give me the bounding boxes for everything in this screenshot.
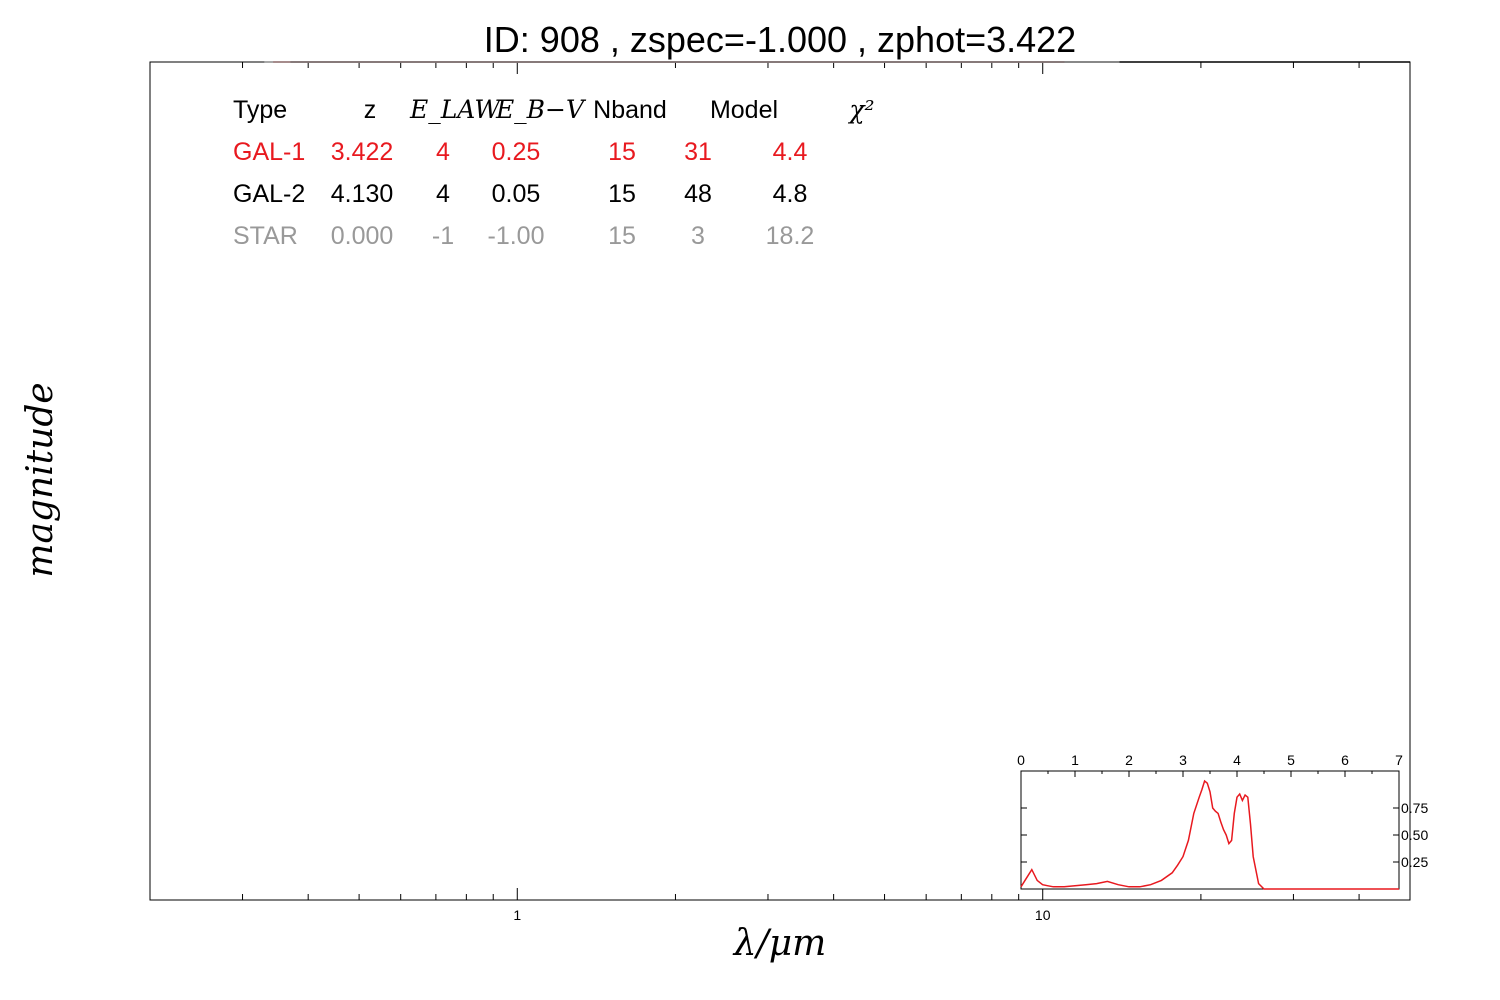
x-axis-label: λ/μm <box>732 923 826 964</box>
table-cell-ebv: 0.05 <box>492 180 541 208</box>
table-row: GAL-1 3.422 4 0.25 15 31 4.4 <box>233 138 807 166</box>
table-cell-chi2: 4.8 <box>773 180 808 208</box>
table-cell-ebv: 0.25 <box>492 138 541 166</box>
redshift-pdf-inset: 0 1 2 3 4 5 6 7 0.25 0.50 0.75 <box>1017 752 1428 890</box>
table-cell-z: 3.422 <box>331 138 394 166</box>
inset-x-tick-label: 4 <box>1233 752 1241 768</box>
table-header-chi2: χ² <box>847 95 874 124</box>
table-header-nband: Nband <box>593 96 667 124</box>
inset-x-tick-label: 5 <box>1287 752 1295 768</box>
x-tick-label: 1 <box>513 907 521 923</box>
table-header-model: Model <box>710 96 778 124</box>
table-cell-chi2: 4.4 <box>773 138 808 166</box>
table-cell-type: GAL-2 <box>233 180 305 208</box>
inset-y-tick-label: 0.75 <box>1401 800 1428 816</box>
table-cell-nband: 15 <box>608 180 636 208</box>
table-cell-nband: 15 <box>608 138 636 166</box>
table-cell-model: 3 <box>691 222 705 250</box>
x-tick-label: 10 <box>1035 907 1051 923</box>
table-cell-nband: 15 <box>608 222 636 250</box>
inset-x-tick-label: 6 <box>1341 752 1349 768</box>
table-cell-ebv: -1.00 <box>488 222 545 250</box>
inset-x-tick-label: 7 <box>1395 752 1403 768</box>
table-cell-z: 0.000 <box>331 222 394 250</box>
inset-pdf-line <box>1020 779 1399 890</box>
fit-table: Type z E_LAW E_B−V Nband Model χ² GAL-1 3… <box>233 95 875 250</box>
table-cell-elaw: 4 <box>436 138 450 166</box>
inset-x-tick-label: 2 <box>1125 752 1133 768</box>
table-cell-elaw: 4 <box>436 180 450 208</box>
table-header-ebv: E_B−V <box>495 95 587 124</box>
y-axis-label: magnitude <box>20 382 61 577</box>
inset-x-tick-label: 0 <box>1017 752 1025 768</box>
inset-x-tick-label: 3 <box>1179 752 1187 768</box>
table-row: GAL-2 4.130 4 0.05 15 48 4.8 <box>233 180 807 208</box>
inset-frame <box>1020 770 1400 890</box>
inset-x-tick-label: 1 <box>1071 752 1079 768</box>
axis-ticks: 1102022242628 <box>242 62 1360 923</box>
table-row: STAR 0.000 -1 -1.00 15 3 18.2 <box>233 222 814 250</box>
table-cell-elaw: -1 <box>432 222 454 250</box>
chart-title: ID: 908 , zspec=-1.000 , zphot=3.422 <box>484 19 1076 60</box>
inset-y-tick-label: 0.25 <box>1401 854 1428 870</box>
table-cell-chi2: 18.2 <box>766 222 815 250</box>
table-header-z: z <box>364 96 377 124</box>
table-header-type: Type <box>233 96 287 124</box>
table-cell-type: STAR <box>233 222 298 250</box>
inset-y-tick-label: 0.50 <box>1401 827 1428 843</box>
table-cell-model: 48 <box>684 180 712 208</box>
table-cell-z: 4.130 <box>331 180 394 208</box>
table-cell-type: GAL-1 <box>233 138 305 166</box>
table-cell-model: 31 <box>684 138 712 166</box>
table-header-elaw: E_LAW <box>409 95 502 124</box>
